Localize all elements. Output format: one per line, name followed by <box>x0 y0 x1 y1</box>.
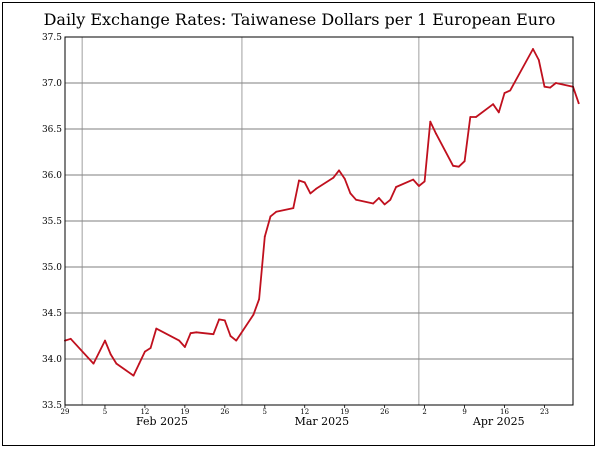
data-point <box>189 332 192 335</box>
x-tick-label: 19 <box>180 408 189 416</box>
x-month-label: Mar 2025 <box>295 415 350 428</box>
data-point <box>212 333 215 336</box>
data-point <box>195 331 198 334</box>
data-point <box>144 350 146 353</box>
data-point <box>475 116 477 118</box>
data-point <box>92 362 95 365</box>
data-point <box>132 374 135 377</box>
data-point <box>229 335 232 337</box>
data-point <box>452 164 454 167</box>
y-tick-label: 34.0 <box>42 355 62 365</box>
data-point <box>469 116 472 118</box>
x-tick-label: 2 <box>422 408 426 416</box>
data-point <box>178 339 181 342</box>
data-point <box>429 120 432 123</box>
data-point <box>315 187 317 190</box>
data-point <box>423 180 426 183</box>
data-point <box>343 177 346 180</box>
x-month-label: Feb 2025 <box>136 415 188 428</box>
data-point <box>184 346 186 348</box>
data-point <box>395 186 397 188</box>
data-point <box>235 339 238 342</box>
chart-title: Daily Exchange Rates: Taiwanese Dollars … <box>43 10 556 29</box>
data-point <box>69 337 72 340</box>
x-month-label: Apr 2025 <box>472 415 525 428</box>
data-point <box>138 362 141 365</box>
data-point <box>509 89 512 92</box>
data-point <box>155 327 158 330</box>
data-point <box>349 192 352 195</box>
y-tick-label: 35.0 <box>42 263 62 273</box>
y-tick-label: 34.5 <box>42 309 62 319</box>
data-point <box>383 203 386 206</box>
data-point <box>463 160 466 163</box>
data-point <box>503 92 506 94</box>
axis-layer: 33.534.034.535.035.536.036.537.037.529 5 1… <box>42 33 549 428</box>
y-tick-label: 36.5 <box>42 125 62 135</box>
data-point <box>309 192 312 195</box>
y-tick-label: 37.0 <box>42 79 62 89</box>
data-point <box>269 215 272 218</box>
x-tick-label: 23 <box>540 408 549 416</box>
data-point <box>577 102 580 105</box>
data-point <box>303 181 306 184</box>
data-point <box>555 82 557 84</box>
x-tick-label: 12 <box>300 408 309 416</box>
data-point <box>104 339 106 342</box>
x-tick-label: 29 <box>61 408 70 416</box>
data-point <box>292 207 295 210</box>
plot-border <box>64 36 574 406</box>
data-point <box>149 347 152 349</box>
x-tick-label: 26 <box>380 408 389 416</box>
data-point <box>372 202 375 205</box>
data-point <box>378 197 380 199</box>
y-tick-label: 33.5 <box>42 401 62 411</box>
x-tick-label: 5 <box>103 408 107 416</box>
data-point <box>115 362 118 365</box>
data-point <box>109 353 112 356</box>
data-point <box>218 318 221 321</box>
data-point <box>355 198 357 201</box>
data-point <box>332 176 335 179</box>
data-point <box>412 178 415 181</box>
x-tick-label: 12 <box>140 408 149 416</box>
grid-layer <box>65 37 573 405</box>
data-point <box>549 86 552 89</box>
data-point <box>223 319 226 322</box>
data-point <box>457 165 460 168</box>
data-point <box>497 111 500 114</box>
y-tick-label: 36.0 <box>42 171 62 181</box>
x-tick-label: 19 <box>340 408 349 416</box>
data-point <box>263 235 266 238</box>
data-point <box>338 169 340 172</box>
x-tick-label: 9 <box>462 408 466 416</box>
data-point <box>252 313 255 316</box>
data-point <box>418 185 420 187</box>
data-point <box>258 298 260 301</box>
x-tick-label: 16 <box>500 408 509 416</box>
data-point <box>389 198 392 201</box>
data-point <box>532 48 534 50</box>
data-point <box>435 132 437 135</box>
x-tick-label: 5 <box>263 408 267 416</box>
data-point <box>537 59 540 61</box>
data-point <box>543 85 546 88</box>
y-tick-label: 35.5 <box>42 217 62 227</box>
data-point <box>492 103 494 106</box>
x-tick-label: 26 <box>220 408 229 416</box>
data-point <box>298 179 300 182</box>
data-point <box>275 210 278 213</box>
y-tick-label: 37.5 <box>42 33 62 43</box>
